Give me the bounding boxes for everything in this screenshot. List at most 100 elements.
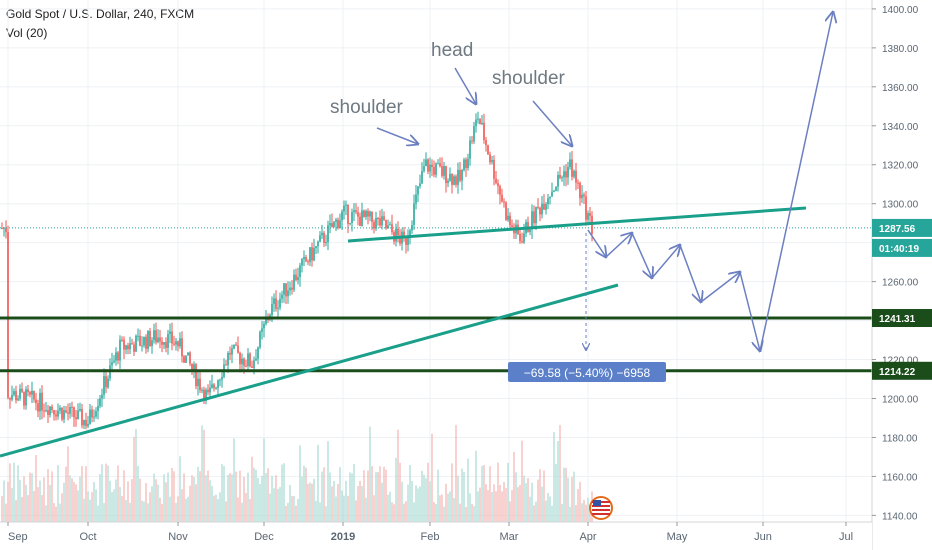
candle-body — [285, 283, 287, 297]
candle-body — [103, 376, 105, 395]
candle-body — [323, 232, 325, 243]
volume-bar — [283, 463, 285, 522]
candle-body — [131, 343, 133, 345]
candle-body — [93, 416, 95, 418]
volume-bar — [195, 484, 197, 522]
candle-body — [213, 384, 215, 389]
candle-body — [29, 392, 31, 395]
candle-body — [359, 216, 361, 226]
candle-body — [585, 196, 587, 220]
volume-bar — [257, 478, 259, 522]
candle-body — [473, 126, 475, 142]
volume-bar — [253, 467, 255, 522]
candle-body — [397, 228, 399, 236]
volume-bar — [413, 502, 415, 522]
volume-bar — [431, 433, 433, 522]
volume-bar — [69, 475, 71, 522]
candle-body — [33, 390, 35, 400]
candle-body — [541, 203, 543, 215]
candle-body — [295, 274, 297, 281]
projection-arrow — [700, 272, 740, 303]
volume-bar — [383, 466, 385, 522]
volume-bar — [205, 475, 207, 522]
candle-body — [499, 186, 501, 195]
volume-bar — [385, 469, 387, 522]
time-tick-label: Sep — [8, 531, 28, 543]
volume-bar — [61, 493, 63, 522]
candle-body — [263, 323, 265, 329]
volume-bar — [423, 474, 425, 522]
candle-body — [503, 201, 505, 203]
volume-bar — [501, 491, 503, 522]
candle-body — [279, 298, 281, 308]
volume-bar — [499, 484, 501, 522]
candle-body — [157, 337, 159, 343]
support-trendline[interactable] — [0, 283, 619, 458]
volume-bar — [287, 502, 289, 522]
volume-bar — [389, 491, 391, 522]
price-axis[interactable] — [872, 0, 932, 550]
candle-body — [309, 247, 311, 262]
candle-body — [399, 235, 401, 244]
candle-body — [169, 331, 171, 335]
candle-body — [195, 364, 197, 387]
price-tick-label: 1400.00 — [882, 5, 919, 16]
candle-body — [329, 223, 331, 226]
candle-body — [325, 242, 327, 244]
candle-body — [437, 163, 439, 165]
volume-bar — [201, 425, 203, 522]
volume-bar — [117, 465, 119, 522]
volume-bar — [351, 473, 353, 522]
candle-body — [35, 399, 37, 404]
time-axis[interactable] — [0, 522, 872, 550]
volume-bar — [409, 465, 411, 522]
candle-body — [493, 159, 495, 179]
candle-body — [497, 183, 499, 187]
candle-body — [255, 358, 257, 361]
candle-body — [539, 207, 541, 215]
price-tick-label: 1160.00 — [882, 472, 918, 483]
candle-body — [239, 352, 241, 365]
candle-body — [273, 298, 275, 305]
neckline-trendline[interactable] — [347, 206, 807, 243]
candle-body — [19, 388, 21, 399]
volume-bar — [111, 491, 113, 522]
candle-body — [61, 407, 63, 420]
volume-bar — [181, 489, 183, 522]
candle-body — [501, 194, 503, 202]
volume-bar — [163, 474, 165, 522]
volume-bar — [361, 486, 363, 522]
current-price-box[interactable] — [872, 218, 932, 237]
candle-body — [563, 171, 565, 178]
projection-arrow — [631, 232, 652, 278]
volume-bar — [191, 475, 193, 522]
volume-bar — [359, 480, 361, 522]
volume-bar — [493, 484, 495, 522]
volume-bar — [451, 463, 453, 522]
volume-bar — [321, 471, 323, 522]
volume-bar — [311, 483, 313, 522]
volume-bar — [9, 463, 11, 522]
candle-body — [403, 231, 405, 237]
candle-body — [233, 344, 235, 349]
candle-body — [413, 203, 415, 226]
level-box[interactable] — [872, 309, 932, 328]
us-flag-icon[interactable] — [589, 496, 613, 520]
candle-body — [11, 394, 13, 400]
measure-box[interactable]: −69.58 (−5.40%) −6958 — [508, 362, 666, 382]
volume-bar — [67, 446, 69, 522]
volume-bar — [133, 436, 135, 522]
volume-bar — [7, 481, 9, 522]
candle-body — [383, 216, 385, 220]
candle-body — [111, 362, 113, 366]
projection-arrow — [759, 12, 833, 352]
candle-body — [349, 222, 351, 224]
volume-bar — [337, 484, 339, 522]
candle-body — [231, 348, 233, 355]
candle-body — [203, 389, 205, 401]
level-box[interactable] — [872, 361, 932, 380]
volume-bar — [197, 466, 199, 522]
volume-bar — [497, 462, 499, 522]
candle-body — [259, 331, 261, 348]
